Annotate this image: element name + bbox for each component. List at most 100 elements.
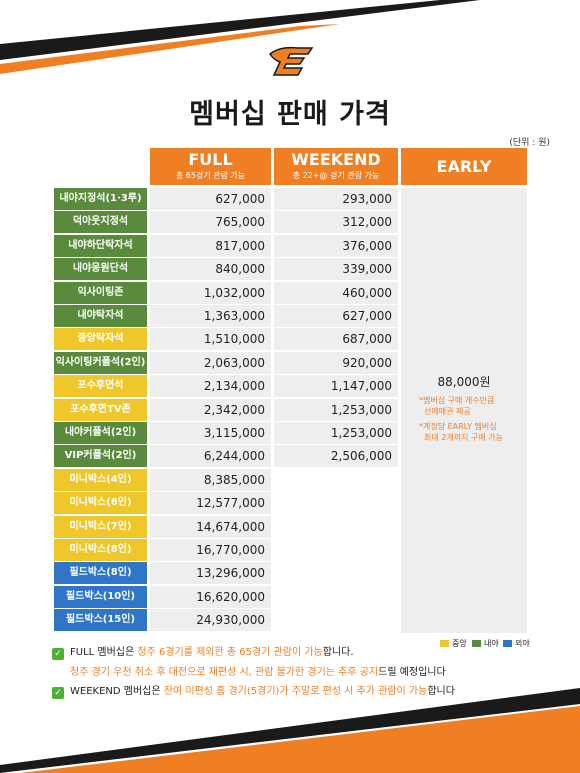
early-note-2: *계정당 EARLY 멤버십 최대 2개까지 구매 가능 bbox=[419, 421, 523, 443]
note-highlight: 청주 경기 우천 취소 후 대전으로 재편성 시, 관람 불가한 경기는 추후 … bbox=[70, 667, 379, 678]
legend-swatch bbox=[440, 640, 449, 647]
full-title: FULL bbox=[188, 150, 233, 169]
weekend-price-cell: 1,147,000 bbox=[274, 375, 398, 398]
early-note-1-line-1: *멤버십 구매 개수만큼 bbox=[419, 396, 495, 405]
seat-label: 내야응원단석 bbox=[54, 258, 147, 281]
column-header-full: FULL 총 65경기 관람 가능 bbox=[150, 148, 271, 185]
table-row: 중앙탁자석 1,510,000 687,000 bbox=[54, 328, 398, 351]
table-row: 내야응원단석 840,000 339,000 bbox=[54, 258, 398, 281]
early-note-1: *멤버십 구매 개수만큼 선예매권 제공 bbox=[419, 395, 523, 417]
table-row: 포수후면석 2,134,000 1,147,000 bbox=[54, 375, 398, 398]
note-full: ✓ FULL 멤버십은 청주 6경기를 제외한 총 65경기 관람이 가능합니다. bbox=[52, 646, 354, 660]
check-icon: ✓ bbox=[52, 687, 64, 699]
table-row: 덕아웃지정석 765,000 312,000 bbox=[54, 211, 398, 234]
weekend-price-cell: 2,506,000 bbox=[274, 445, 398, 468]
note-highlight: 청주 6경기를 제외한 총 65경기 관람이 가능 bbox=[137, 647, 323, 658]
weekend-price-cell: 687,000 bbox=[274, 328, 398, 351]
full-price-cell: 12,577,000 bbox=[150, 492, 271, 515]
seat-label: 미니박스(8인) bbox=[54, 539, 147, 561]
weekend-price-cell: 1,253,000 bbox=[274, 422, 398, 444]
legend-label: 내야 bbox=[484, 639, 499, 648]
seat-label: 내야탁자석 bbox=[54, 305, 147, 327]
note-highlight: 잔여 미편성 홈 경기(5경기)가 주말로 편성 시 추가 관람이 가능 bbox=[163, 686, 428, 697]
seat-label: 내야하단탁자석 bbox=[54, 234, 147, 257]
early-note-1-line-2: 선예매권 제공 bbox=[424, 407, 471, 416]
weekend-price-cell: 376,000 bbox=[274, 234, 398, 257]
full-price-cell: 2,063,000 bbox=[150, 351, 271, 374]
full-price-cell: 8,385,000 bbox=[150, 468, 271, 491]
early-note-2-line-1: *계정당 EARLY 멤버십 bbox=[419, 422, 497, 431]
column-header-early: EARLY bbox=[401, 148, 527, 185]
full-price-cell: 1,363,000 bbox=[150, 305, 271, 327]
table-row: 내야하단탁자석 817,000 376,000 bbox=[54, 234, 398, 257]
full-price-cell: 24,930,000 bbox=[150, 609, 271, 632]
weekend-price-cell: 293,000 bbox=[274, 188, 398, 210]
early-price: 88,000원 bbox=[437, 375, 491, 389]
full-price-cell: 1,032,000 bbox=[150, 281, 271, 304]
seat-label: 미니박스(7인) bbox=[54, 515, 147, 538]
legend-label: 중앙 bbox=[452, 639, 467, 648]
legend-swatch bbox=[503, 640, 512, 647]
full-price-cell: 16,770,000 bbox=[150, 539, 271, 561]
weekend-price-cell: 1,253,000 bbox=[274, 398, 398, 421]
weekend-subtitle: 총 22+@ 경기 관람 가능 bbox=[292, 171, 380, 180]
seat-label: 미니박스(6인) bbox=[54, 492, 147, 515]
table-row: 필드박스(8인) 13,296,000 bbox=[54, 562, 398, 585]
seat-label: 포수후면석 bbox=[54, 375, 147, 398]
seat-label: 포수후면TV존 bbox=[54, 398, 147, 421]
weekend-price-cell: 460,000 bbox=[274, 281, 398, 304]
seat-label: 필드박스(8인) bbox=[54, 562, 147, 585]
table-row: 필드박스(10인) 16,620,000 bbox=[54, 585, 398, 608]
full-price-cell: 13,296,000 bbox=[150, 562, 271, 585]
eagle-e-logo-icon bbox=[268, 46, 314, 76]
note-cheongju: 청주 경기 우천 취소 후 대전으로 재편성 시, 관람 불가한 경기는 추후 … bbox=[70, 666, 446, 680]
seat-label: 익사이팅존 bbox=[54, 281, 147, 304]
column-header-weekend: WEEKEND 총 22+@ 경기 관람 가능 bbox=[274, 148, 398, 185]
note-text: FULL 멤버십은 bbox=[70, 647, 138, 658]
full-price-cell: 2,342,000 bbox=[150, 398, 271, 421]
table-row: 미니박스(4인) 8,385,000 bbox=[54, 468, 398, 491]
legend-label: 외야 bbox=[515, 639, 530, 648]
seat-label: 필드박스(15인) bbox=[54, 609, 147, 632]
table-row: 필드박스(15인) 24,930,000 bbox=[54, 609, 398, 632]
seat-label: 중앙탁자석 bbox=[54, 328, 147, 351]
note-text: WEEKEND 멤버십은 bbox=[70, 686, 164, 697]
seat-label: 내야커플석(2인) bbox=[54, 422, 147, 444]
weekend-price-cell: 920,000 bbox=[274, 351, 398, 374]
full-price-cell: 817,000 bbox=[150, 234, 271, 257]
table-row: 익사이팅커플석(2인) 2,063,000 920,000 bbox=[54, 351, 398, 374]
table-row: 내야커플석(2인) 3,115,000 1,253,000 bbox=[54, 422, 398, 444]
table-row: 미니박스(8인) 16,770,000 bbox=[54, 539, 398, 561]
full-price-cell: 16,620,000 bbox=[150, 585, 271, 608]
table-row: 내야지정석(1·3루) 627,000 293,000 bbox=[54, 188, 398, 210]
full-price-cell: 6,244,000 bbox=[150, 445, 271, 468]
table-row: 익사이팅존 1,032,000 460,000 bbox=[54, 281, 398, 304]
full-price-cell: 3,115,000 bbox=[150, 422, 271, 444]
legend-item-infield: 내야 bbox=[472, 638, 499, 649]
legend-item-center: 중앙 bbox=[440, 638, 467, 649]
early-price-panel: 88,000원 *멤버십 구매 개수만큼 선예매권 제공 *계정당 EARLY … bbox=[401, 188, 527, 633]
unit-note: (단위 : 원) bbox=[509, 138, 550, 148]
full-price-cell: 2,134,000 bbox=[150, 375, 271, 398]
early-title: EARLY bbox=[436, 157, 492, 176]
table-row: 포수후면TV존 2,342,000 1,253,000 bbox=[54, 398, 398, 421]
full-price-cell: 765,000 bbox=[150, 211, 271, 234]
full-subtitle: 총 65경기 관람 가능 bbox=[175, 171, 246, 180]
legend-swatch bbox=[472, 640, 481, 647]
table-row: 미니박스(6인) 12,577,000 bbox=[54, 492, 398, 515]
seat-label: 덕아웃지정석 bbox=[54, 211, 147, 234]
note-text: 드릴 예정입니다 bbox=[378, 667, 446, 678]
seat-label: 필드박스(10인) bbox=[54, 585, 147, 608]
note-text: 합니다. bbox=[322, 647, 354, 658]
seat-label: 미니박스(4인) bbox=[54, 468, 147, 491]
table-row: 내야탁자석 1,363,000 627,000 bbox=[54, 305, 398, 327]
weekend-price-cell: 312,000 bbox=[274, 211, 398, 234]
full-price-cell: 627,000 bbox=[150, 188, 271, 210]
note-weekend: ✓ WEEKEND 멤버십은 잔여 미편성 홈 경기(5경기)가 주말로 편성 시… bbox=[52, 685, 455, 699]
early-note-2-line-2: 최대 2개까지 구매 가능 bbox=[424, 433, 503, 442]
seat-label: 익사이팅커플석(2인) bbox=[54, 351, 147, 374]
weekend-price-cell: 627,000 bbox=[274, 305, 398, 327]
full-price-cell: 14,674,000 bbox=[150, 515, 271, 538]
seat-label: 내야지정석(1·3루) bbox=[54, 188, 147, 210]
